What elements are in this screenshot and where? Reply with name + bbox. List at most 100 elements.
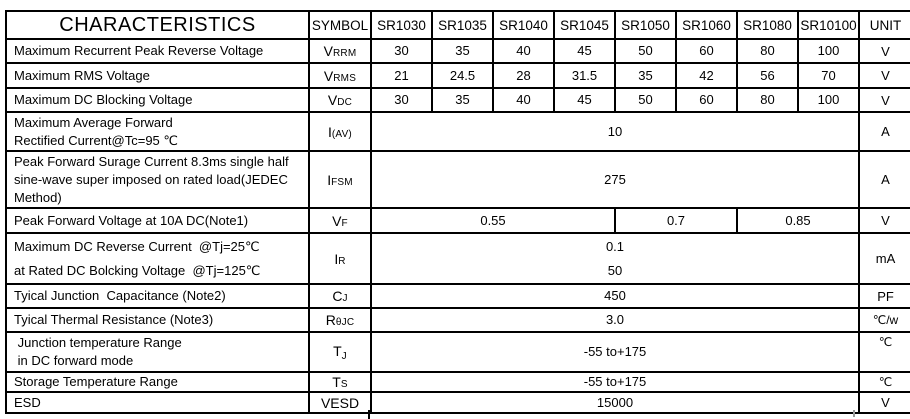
characteristic-cell: Storage Temperature Range (5, 371, 310, 393)
unit-cell: V (858, 62, 910, 89)
characteristic-cell: Peak Forward Surage Current 8.3ms single… (5, 150, 310, 209)
value-cell: 0.7 (614, 207, 738, 234)
symbol-subscript: S (340, 379, 348, 390)
value-line: 50 (607, 262, 623, 278)
part-number-header: SR1050 (614, 10, 677, 40)
symbol-main: T (332, 374, 341, 390)
table-row-iav: Maximum Average Forward Rectified Curren… (5, 111, 910, 152)
symbol-subscript: FSM (331, 176, 353, 188)
symbol-subscript: DC (337, 97, 353, 108)
value-line: 56 (760, 67, 775, 83)
value-line: 80 (760, 43, 775, 58)
unit-header: UNIT (858, 10, 910, 40)
value-cell: 450 (370, 283, 860, 309)
characteristic-cell: ESD (5, 391, 310, 414)
symbol-main: T (333, 342, 342, 359)
symbol-subscript: R (338, 255, 346, 267)
value-line: 0.7 (666, 212, 686, 228)
value-line: 10 (607, 123, 623, 139)
value-line: 24.5 (449, 67, 476, 83)
value-cell: 60 (675, 87, 738, 113)
symbol-main: V (323, 43, 333, 59)
value-line: 45 (577, 43, 592, 58)
table-row-vrms: Maximum RMS Voltage VRMS 21 24.5 28 31.5 35 42 5… (5, 62, 910, 89)
value-cell: 28 (492, 62, 555, 89)
value-line: 40 (516, 43, 531, 58)
value-line: 28 (516, 67, 531, 83)
value-line: 0.85 (785, 212, 811, 228)
part-number-header: SR1045 (553, 10, 616, 40)
value-cell: 40 (492, 87, 555, 113)
part-number-header: SR1035 (431, 10, 494, 40)
characteristic-cell: Maximum Average Forward Rectified Curren… (5, 111, 310, 152)
symbol-cell: I(AV) (308, 111, 372, 152)
value-line: 450 (604, 288, 626, 303)
value-line: 35 (455, 43, 470, 58)
unit-cell: ℃ (858, 371, 910, 393)
value-line: 60 (699, 43, 714, 58)
characteristic-cell: Maximum DC Reverse Current @Tj=25℃ at Ra… (5, 232, 310, 285)
value-line: 40 (516, 92, 531, 107)
value-line: 0.55 (480, 212, 506, 228)
unit-cell: V (858, 38, 910, 64)
symbol-cell: VRMS (308, 62, 372, 89)
value-line: 50 (638, 43, 653, 58)
table-row-vf: Peak Forward Voltage at 10A DC(Note1) VF 0… (5, 207, 910, 234)
value-cell: 35 (431, 38, 494, 64)
symbol-main: I (327, 171, 332, 188)
value-line: 50 (638, 92, 653, 107)
symbol-subscript: F (341, 217, 348, 229)
symbol-subscript: (AV) (331, 128, 352, 140)
part-number-header: SR1030 (370, 10, 433, 40)
symbol-cell: VDC (308, 87, 372, 113)
symbol-cell: VRRM (308, 38, 372, 64)
symbol-subscript: RRM (332, 48, 357, 59)
symbol-cell: CJ (308, 283, 372, 309)
part-number-header: SR1080 (736, 10, 799, 40)
unit-cell: ℃ (858, 331, 910, 373)
value-line: -55 to+175 (583, 374, 647, 389)
unit-cell: A (858, 150, 910, 209)
value-cell: 50 (614, 38, 677, 64)
part-number-header: SR1040 (492, 10, 555, 40)
value-cell: 45 (553, 38, 616, 64)
value-cell: 80 (736, 87, 799, 113)
characteristic-cell: Maximum RMS Voltage (5, 62, 310, 89)
unit-cell: PF (858, 283, 910, 309)
table-row-rejc: Tyical Thermal Resistance (Note3) RθJC 3.0… (5, 307, 910, 333)
symbol-cell: TS (308, 371, 372, 393)
table-row-ts: Storage Temperature Range TS -55 to+175 ℃ (5, 371, 910, 393)
symbol-cell: VF (308, 207, 372, 234)
symbol-main: V (323, 67, 334, 84)
value-line: 60 (699, 92, 714, 107)
value-line: 30 (394, 92, 409, 107)
symbol-cell: VESD (308, 391, 372, 414)
symbol-header: SYMBOL (308, 10, 372, 40)
table-row-vdc: Maximum DC Blocking Voltage VDC 30 35 40 45 50… (5, 87, 910, 113)
value-cell: 30 (370, 38, 433, 64)
value-line: 15000 (596, 394, 634, 410)
value-line: 0.1 (605, 238, 625, 254)
characteristic-cell: Maximum Recurrent Peak Reverse Voltage (5, 38, 310, 64)
value-line: 35 (455, 92, 470, 107)
symbol-subscript: J (342, 293, 348, 304)
value-line: 100 (817, 43, 840, 58)
characteristic-cell: Tyical Junction Capacitance (Note2) (5, 283, 310, 309)
scan-artifact-line (368, 410, 370, 419)
value-cell: 42 (675, 62, 738, 89)
value-cell: -55 to+175 (370, 371, 860, 393)
symbol-main: I (328, 123, 332, 140)
value-cell: 100 (797, 38, 860, 64)
value-cell: 35 (431, 87, 494, 113)
symbol-cell: IR (308, 232, 372, 285)
unit-cell: V (858, 207, 910, 234)
symbol-subscript: RMS (333, 72, 357, 84)
table-row-vrrm: Maximum Recurrent Peak Reverse Voltage VR… (5, 38, 910, 64)
value-cell: 56 (736, 62, 799, 89)
value-line: -55 to+175 (583, 344, 647, 359)
table-row-ir: Maximum DC Reverse Current @Tj=25℃ at Ra… (5, 232, 910, 285)
symbol-main: C (332, 288, 343, 304)
value-cell: 15000 (370, 391, 860, 414)
table-row-tj: Junction temperature Range in DC forward… (5, 331, 910, 373)
